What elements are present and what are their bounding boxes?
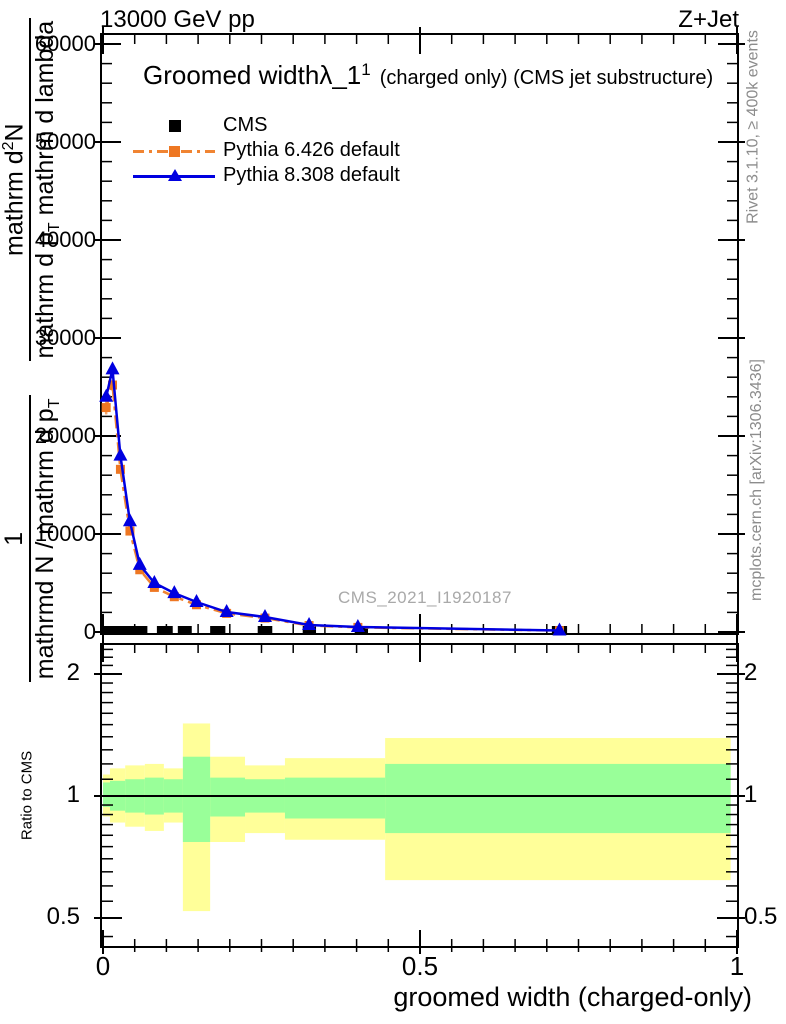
y-tick-label: 50000: [34, 129, 96, 154]
y-tick-label: 30000: [34, 325, 96, 350]
y-tick-label: 60000: [34, 31, 96, 56]
ratio-plot: [94, 637, 745, 954]
ratio-tick-label-left: 0.5: [46, 903, 80, 930]
y-tick-label: 40000: [34, 227, 96, 252]
plot-title-power: 1: [361, 60, 371, 79]
cms-marker-box: [133, 114, 215, 138]
x-tick-label: 0: [95, 951, 111, 981]
plot-title-suffix: (charged only) (CMS jet substructure): [379, 67, 714, 89]
legend: CMS Pythia 6.426 default Pythia 8.308 de…: [133, 113, 400, 188]
y-axis-label-fraction2: mathrm d2N mathrm d pT mathrm d lambda: [0, 17, 65, 362]
legend-item-pythia6: Pythia 6.426 default: [133, 138, 400, 163]
legend-label-pythia8: Pythia 8.308 default: [223, 164, 400, 186]
legend-item-pythia8: Pythia 8.308 default: [133, 163, 400, 188]
y-tick-label: 20000: [34, 423, 96, 448]
plot-title-symbol: λ_1: [319, 60, 362, 90]
ratio-tick-label-right: 1: [744, 781, 758, 808]
ratio-tick-label-right: 0.5: [744, 903, 778, 930]
ratio-axis-label: Ratio to CMS: [18, 750, 36, 841]
legend-item-cms: CMS: [133, 113, 400, 138]
mcplots-credit-label: mcplots.cern.ch [arXiv:1306.3436]: [748, 359, 765, 601]
pythia6-marker-box: [133, 139, 215, 163]
y-axis-label-fraction1: 1 mathrmd N / mathrm d pT: [0, 395, 64, 683]
process-label: Z+Jet: [678, 6, 739, 33]
pythia6-square-icon: [169, 145, 180, 157]
x-tick-label: 0.5: [401, 951, 439, 981]
ratio-tick-label-left: 1: [66, 781, 80, 808]
main-plot: [94, 27, 745, 641]
y-tick-label: 0: [83, 619, 96, 644]
plot-title: Groomed widthλ_11 (charged only) (CMS jet…: [143, 60, 713, 91]
y-tick-label: 10000: [34, 521, 96, 546]
pythia8-triangle-icon: [168, 168, 182, 181]
x-tick-label: 1: [729, 951, 745, 981]
y-axis-label: 1 mathrmd N / mathrm d pT mathrm d2N mat…: [0, 17, 65, 683]
x-axis-label: groomed width (charged-only): [393, 982, 752, 1012]
legend-label-pythia6: Pythia 6.426 default: [223, 139, 400, 161]
beam-energy-label: 13000 GeV pp: [100, 6, 255, 33]
pythia8-marker-box: [133, 164, 215, 188]
plot-title-text: Groomed width: [143, 60, 320, 90]
cms-square-icon: [169, 119, 181, 132]
ratio-tick-label-left: 2: [66, 659, 80, 686]
ratio-tick-label-right: 2: [744, 659, 758, 686]
legend-label-cms: CMS: [223, 114, 268, 136]
rivet-version-label: Rivet 3.1.10, ≥ 400k events: [744, 30, 762, 224]
analysis-watermark: CMS_2021_I1920187: [338, 588, 512, 607]
